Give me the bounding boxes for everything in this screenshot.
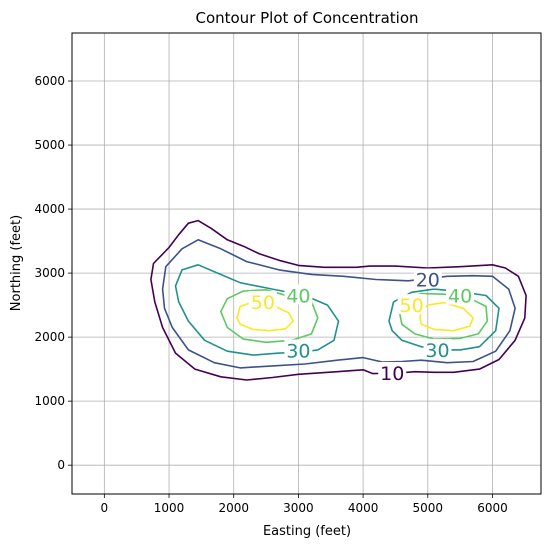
plot-frame (71, 32, 542, 495)
contour-label-gap (378, 361, 407, 382)
y-tick-label: 4000 (34, 202, 65, 216)
x-tick-label: 0 (101, 501, 109, 515)
contour-label-gap (248, 290, 277, 311)
x-tick-label: 2000 (218, 501, 249, 515)
contour-label-50: 50 (400, 295, 424, 317)
contour-label-30: 30 (425, 340, 449, 362)
y-tick-label: 1000 (34, 394, 65, 408)
contour-label-gap (284, 284, 313, 305)
x-tick-label: 1000 (154, 501, 185, 515)
y-tick-label: 6000 (34, 74, 65, 88)
y-axis-label: Northing (feet) (9, 215, 24, 311)
y-axis-ticks: 0 1000 2000 3000 4000 5000 6000 (34, 74, 72, 472)
contour-label-10: 10 (380, 363, 404, 385)
contour-line-10 (150, 219, 527, 381)
contour-line-30 (388, 288, 500, 351)
contour-line-30 (174, 264, 340, 356)
y-tick-label: 2000 (34, 330, 65, 344)
contour-line-50 (236, 301, 294, 332)
contour-label-40: 40 (448, 286, 472, 308)
contour-label-40: 40 (286, 286, 310, 308)
contour-line-20 (161, 239, 516, 369)
contour-label-gap (284, 339, 313, 360)
contour-label-30: 30 (286, 341, 310, 363)
x-axis-label: Easting (feet) (263, 524, 351, 539)
y-tick-label: 0 (57, 458, 65, 472)
contour-label-gap (413, 268, 442, 289)
contour-line-50 (419, 301, 474, 332)
y-tick-label: 5000 (34, 138, 65, 152)
x-tick-label: 5000 (413, 501, 444, 515)
x-axis-ticks: 0 1000 2000 3000 4000 5000 6000 (101, 494, 508, 515)
contour-line-40 (220, 289, 319, 344)
contour-label-gap (397, 294, 426, 315)
y-tick-label: 3000 (34, 266, 65, 280)
chart-title: Contour Plot of Concentration (195, 9, 418, 27)
contour-lines (150, 219, 527, 381)
x-tick-label: 4000 (348, 501, 379, 515)
contour-label-50: 50 (251, 292, 275, 314)
contour-labels: 10 20 30 30 40 40 50 50 (248, 268, 475, 385)
x-tick-label: 6000 (477, 501, 508, 515)
x-tick-label: 3000 (283, 501, 314, 515)
contour-label-20: 20 (416, 270, 440, 292)
contour-line-40 (398, 292, 489, 340)
contour-label-gap (423, 338, 452, 359)
contour-label-gap (446, 284, 475, 305)
